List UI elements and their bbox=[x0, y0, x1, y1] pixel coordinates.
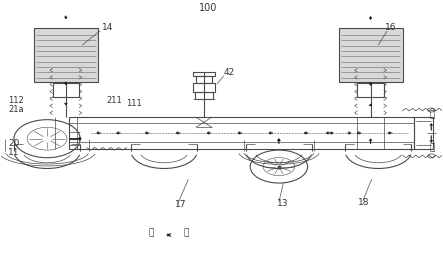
Text: 16: 16 bbox=[385, 23, 396, 32]
Bar bbox=[414, 117, 433, 149]
Bar bbox=[358, 83, 384, 97]
Text: 20: 20 bbox=[8, 139, 19, 148]
Text: 右: 右 bbox=[183, 228, 189, 237]
Text: 13: 13 bbox=[277, 199, 288, 208]
Bar bbox=[53, 83, 79, 97]
Text: 左: 左 bbox=[148, 228, 154, 237]
Text: 42: 42 bbox=[224, 68, 235, 77]
Text: 21a: 21a bbox=[8, 105, 24, 114]
Bar bbox=[196, 76, 212, 83]
Bar bbox=[193, 83, 215, 92]
Text: 18: 18 bbox=[358, 198, 370, 207]
Text: 上: 上 bbox=[430, 111, 435, 120]
Text: 112: 112 bbox=[8, 96, 24, 105]
Bar bbox=[69, 117, 414, 149]
Text: 211: 211 bbox=[107, 96, 122, 105]
Bar bbox=[195, 92, 213, 99]
Text: 下: 下 bbox=[430, 144, 435, 153]
Text: 17: 17 bbox=[175, 200, 187, 209]
Text: 111: 111 bbox=[127, 99, 142, 108]
Bar bbox=[338, 28, 403, 82]
Text: 100: 100 bbox=[199, 3, 218, 13]
Bar bbox=[193, 72, 215, 76]
Text: 14: 14 bbox=[102, 23, 114, 32]
Bar bbox=[34, 28, 98, 82]
Text: 11: 11 bbox=[8, 148, 19, 157]
